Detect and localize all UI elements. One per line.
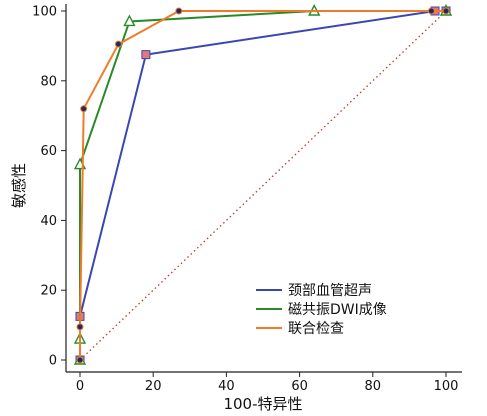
y-tick-label: 0 <box>49 354 57 369</box>
legend-label: 颈部血管超声 <box>288 283 372 299</box>
ticks <box>61 10 447 377</box>
y-tick-label: 100 <box>32 5 57 20</box>
data-point <box>175 7 183 15</box>
legend-label: 联合检查 <box>288 321 344 337</box>
y-tick-label: 20 <box>40 284 57 299</box>
reference-diagonal-line <box>79 10 447 361</box>
x-tick-label: 20 <box>145 379 162 394</box>
y-tick-label: 60 <box>40 144 57 159</box>
y-tick-label: 80 <box>40 74 57 89</box>
y-axis-title: 敏感性 <box>10 163 28 208</box>
data-point <box>123 14 136 27</box>
y-tick-label: 40 <box>40 214 57 229</box>
series-3 <box>76 7 450 364</box>
data-point <box>76 356 84 364</box>
data-point <box>442 7 450 15</box>
x-tick-label: 60 <box>291 379 308 394</box>
x-tick-label: 80 <box>365 379 382 394</box>
axes <box>65 4 462 373</box>
x-tick-label: 40 <box>218 379 235 394</box>
tick-labels: 0 20 40 60 80 100 0 20 40 60 80 100 <box>32 5 458 395</box>
x-tick-label: 100 <box>434 379 459 394</box>
data-point <box>141 50 151 60</box>
series-group <box>73 3 453 365</box>
legend-label: 磁共振DWI成像 <box>288 302 387 318</box>
data-point <box>80 105 88 113</box>
data-point <box>76 323 84 331</box>
x-axis-title: 100-特异性 <box>223 395 302 413</box>
data-point <box>114 40 122 48</box>
data-point <box>427 7 435 15</box>
x-tick-label: 0 <box>76 379 84 394</box>
